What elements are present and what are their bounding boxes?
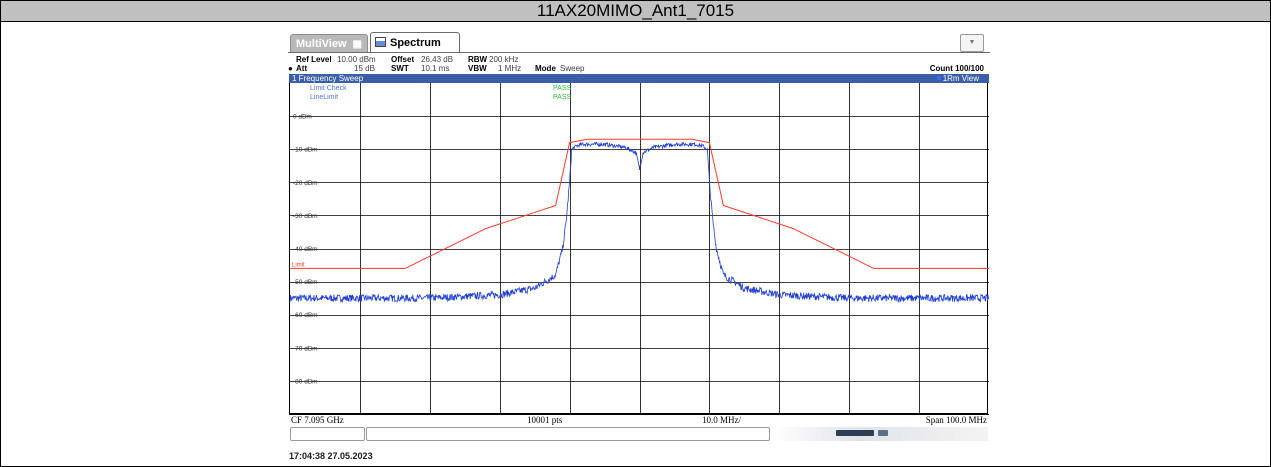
sweep-label: 1 Frequency Sweep bbox=[292, 74, 364, 83]
page-title: 11AX20MIMO_Ant1_7015 bbox=[1, 1, 1270, 22]
mode-value: Sweep bbox=[560, 64, 585, 73]
settings-panel: Ref Level 10.00 dBm ● Att 15 dB Offset 2… bbox=[288, 54, 990, 74]
ref-level-value: 10.00 dBm bbox=[337, 55, 376, 64]
status-field-message[interactable] bbox=[366, 427, 770, 441]
span-value: Span 100.0 MHz bbox=[925, 415, 987, 425]
line-limit-result: PASS bbox=[553, 94, 571, 101]
timestamp: 17:04:38 27.05.2023 bbox=[289, 451, 373, 461]
chevron-down-icon[interactable]: ▼ bbox=[960, 34, 984, 52]
tab-divider bbox=[288, 52, 990, 53]
y-tick-label: -10 dBm bbox=[293, 147, 318, 154]
vbw-value: 1 MHz bbox=[498, 64, 522, 73]
rbw-value: 200 kHz bbox=[489, 55, 519, 64]
swt-label: SWT bbox=[391, 64, 409, 73]
y-tick-label: -70 dBm bbox=[293, 345, 318, 352]
y-tick-label: -20 dBm bbox=[293, 180, 318, 187]
offset-value: 26.43 dB bbox=[421, 55, 454, 64]
trace-indicator: 1Rm View bbox=[936, 74, 979, 83]
trace-dot-icon bbox=[936, 76, 941, 80]
sweep-title-bar: 1 Frequency Sweep 1Rm View bbox=[289, 74, 989, 83]
analyzer-screen: MultiView ▦ Spectrum ▼ Ref Level 10.00 dB… bbox=[288, 31, 990, 441]
limit-line-label: Limit bbox=[292, 262, 305, 268]
rbw-label: RBW bbox=[468, 55, 488, 64]
tab-spectrum-label: Spectrum bbox=[390, 37, 441, 49]
spectrum-trace bbox=[290, 141, 989, 304]
spectrum-chart: 0 dBm -10 dBm -20 dBm -30 dBm -40 dBm -50 dBm… bbox=[290, 83, 989, 414]
tab-multiview[interactable]: MultiView ▦ bbox=[290, 34, 368, 52]
att-value: 15 dB bbox=[354, 64, 375, 73]
offset-label: Offset bbox=[391, 55, 415, 64]
y-tick-label: -60 dBm bbox=[293, 312, 318, 319]
ref-level-label: Ref Level bbox=[296, 55, 332, 64]
center-frequency: CF 7.095 GHz bbox=[291, 415, 344, 425]
spectrum-plot: 0 dBm -10 dBm -20 dBm -30 dBm -40 dBm -50 dBm… bbox=[289, 83, 989, 414]
status-indicator-icon bbox=[878, 430, 888, 436]
tab-bar: MultiView ▦ Spectrum ▼ bbox=[288, 31, 990, 53]
swt-value: 10.1 ms bbox=[421, 64, 450, 73]
measuring-progress-indicator bbox=[836, 430, 874, 436]
tab-multiview-label: MultiView bbox=[296, 38, 347, 50]
plot-footer: CF 7.095 GHz 10001 pts 10.0 MHz/ Span 10… bbox=[289, 414, 989, 426]
y-tick-label: -80 dBm bbox=[293, 378, 318, 385]
y-tick-label: -30 dBm bbox=[293, 213, 318, 220]
status-field-left[interactable] bbox=[290, 427, 365, 441]
limit-check-label: Limit Check bbox=[310, 85, 347, 92]
sweep-points: 10001 pts bbox=[527, 415, 563, 425]
tab-spectrum[interactable]: Spectrum bbox=[370, 32, 460, 53]
limit-check-result: PASS bbox=[553, 85, 571, 92]
att-marker: ● bbox=[288, 64, 293, 73]
y-tick-label: 0 dBm bbox=[293, 114, 312, 121]
att-label: Att bbox=[296, 64, 308, 73]
line-limit-label: LineLimit bbox=[310, 94, 338, 101]
spectrum-icon bbox=[375, 37, 386, 47]
status-bar bbox=[288, 427, 990, 441]
multiview-grid-icon: ▦ bbox=[352, 39, 362, 50]
vbw-label: VBW bbox=[468, 64, 487, 73]
y-tick-label: -50 dBm bbox=[293, 279, 318, 286]
frequency-per-division: 10.0 MHz/ bbox=[702, 415, 741, 425]
y-tick-label: -40 dBm bbox=[293, 246, 318, 253]
trace-label: 1Rm View bbox=[942, 74, 979, 83]
limit-line bbox=[290, 138, 989, 269]
count-value: Count 100/100 bbox=[929, 64, 984, 73]
mode-label: Mode bbox=[535, 64, 556, 73]
